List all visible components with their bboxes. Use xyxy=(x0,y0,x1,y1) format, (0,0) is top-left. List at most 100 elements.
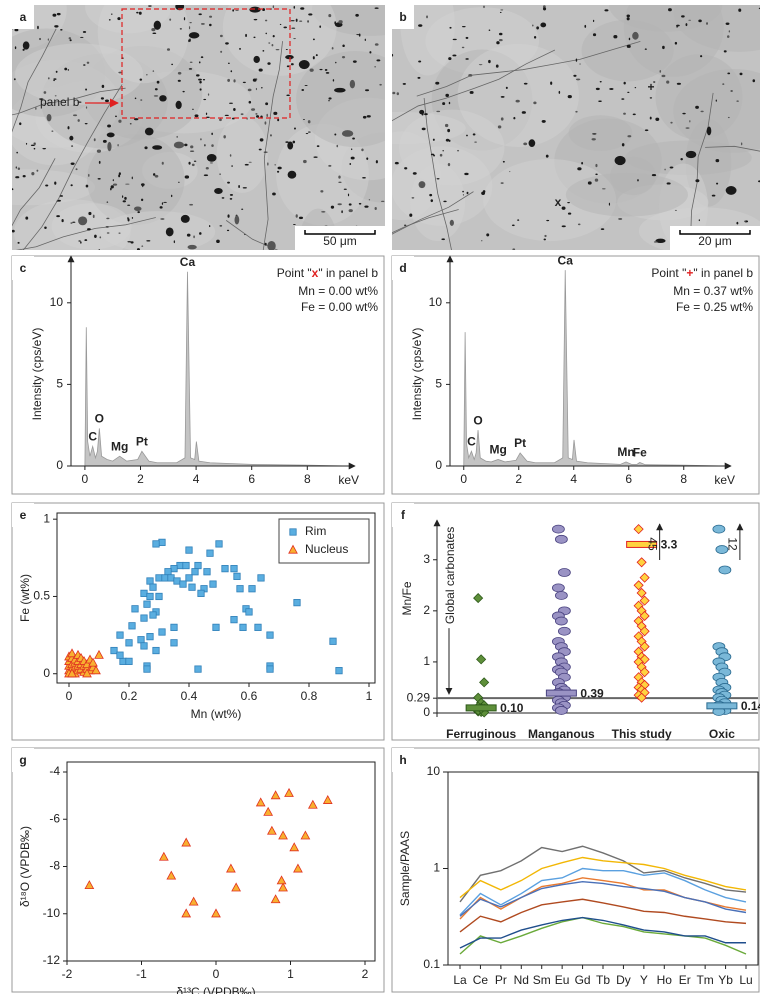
x-axis-label: δ¹³C (VPDB‰) xyxy=(176,985,255,994)
sem-pore xyxy=(661,74,666,78)
y-axis-label: Mn/Fe xyxy=(400,581,414,615)
sem-pore xyxy=(229,193,234,196)
sem-pore xyxy=(229,154,232,157)
sem-pore xyxy=(88,211,92,216)
sem-pore xyxy=(106,201,109,203)
sem-pore xyxy=(369,51,372,54)
sem-patch xyxy=(296,51,385,148)
sem-pore xyxy=(374,43,379,46)
sem-pore xyxy=(350,156,355,160)
x-tick-label: 0 xyxy=(66,689,73,703)
sem-pore xyxy=(481,191,486,195)
sem-pore xyxy=(251,108,256,111)
sem-pore xyxy=(541,120,546,123)
sem-pore xyxy=(14,46,17,50)
sem-pore xyxy=(202,78,206,81)
panel-letter-box xyxy=(392,748,414,772)
y-tick-label: 0 xyxy=(423,705,430,719)
sem-pore xyxy=(558,90,561,94)
sem-pore xyxy=(651,174,657,177)
sem-pore xyxy=(324,69,328,71)
sem-pore xyxy=(396,92,400,96)
y-tick-label: 5 xyxy=(435,377,442,391)
sem-pore xyxy=(56,215,60,218)
sem-pore xyxy=(55,70,58,73)
panel-letter: c xyxy=(20,261,27,275)
median-label: 0.39 xyxy=(580,686,604,700)
sem-pore xyxy=(736,221,739,225)
sem-pore xyxy=(152,145,163,150)
sem-pore xyxy=(307,120,311,124)
sem-pore xyxy=(349,79,356,89)
sem-pore xyxy=(676,82,681,85)
spectrum-line xyxy=(463,270,726,467)
sem-pore xyxy=(189,61,193,63)
sem-pore xyxy=(31,171,35,176)
x-tick-label: 4 xyxy=(193,472,200,486)
sem-crack xyxy=(423,97,452,250)
sem-pore xyxy=(136,248,140,250)
y-tick-label: -6 xyxy=(49,811,60,825)
sem-pore xyxy=(298,216,304,220)
sem-pore xyxy=(608,202,611,206)
y-tick-label: 10 xyxy=(50,295,64,309)
sem-pore xyxy=(268,42,271,44)
ree-line xyxy=(459,916,746,949)
sem-pore xyxy=(100,97,104,100)
sem-crack xyxy=(687,92,714,250)
sem-pore xyxy=(449,26,452,29)
annotation-part: " in panel b xyxy=(318,266,378,280)
sem-pore xyxy=(676,25,678,28)
sem-pore xyxy=(412,172,417,175)
point xyxy=(263,806,274,816)
sem-pore xyxy=(358,33,361,37)
category-label: Oxic xyxy=(709,727,735,741)
sem-pore xyxy=(517,219,520,221)
point xyxy=(203,568,211,576)
peak-label: C xyxy=(88,430,97,444)
sem-pore xyxy=(193,235,195,239)
sem-pore xyxy=(292,140,296,144)
point xyxy=(554,616,568,626)
sem-pore xyxy=(352,137,355,140)
scale-bar-box xyxy=(670,226,760,250)
sem-pore xyxy=(264,121,267,125)
sem-pore xyxy=(285,48,288,50)
sem-pore xyxy=(144,127,154,136)
sem-pore xyxy=(266,113,268,118)
median-bar xyxy=(626,540,658,548)
sem-pore xyxy=(498,38,503,42)
sem-patch xyxy=(673,69,760,153)
sem-pore xyxy=(426,15,428,19)
sem-pore xyxy=(270,134,272,137)
sem-pore xyxy=(666,182,671,185)
sem-pore xyxy=(685,150,697,159)
sem-pore xyxy=(303,118,305,121)
annotation-part: Point " xyxy=(651,266,686,280)
sem-pore xyxy=(209,162,214,164)
sem-pore xyxy=(93,138,96,142)
sem-pore xyxy=(461,26,466,28)
sem-pore xyxy=(121,195,124,199)
point-marker: x xyxy=(555,195,562,209)
sem-pore xyxy=(173,141,185,149)
point xyxy=(209,580,217,588)
sem-pore xyxy=(674,209,677,211)
sem-pore xyxy=(166,48,171,51)
sem-pore xyxy=(500,182,504,184)
sem-pore xyxy=(239,47,241,50)
point xyxy=(715,545,729,554)
sem-pore xyxy=(219,34,223,38)
point xyxy=(158,851,169,861)
sem-pore xyxy=(211,144,214,148)
sem-pore xyxy=(626,14,630,18)
sem-pore xyxy=(189,203,194,206)
y-tick-label: 0.29 xyxy=(407,690,431,704)
point xyxy=(636,587,647,599)
sem-pore xyxy=(573,74,577,77)
sem-pore xyxy=(295,214,298,218)
sem-pore xyxy=(542,7,547,11)
sem-pore xyxy=(521,111,526,114)
sem-pore xyxy=(621,143,625,147)
sem-pore xyxy=(725,22,730,25)
